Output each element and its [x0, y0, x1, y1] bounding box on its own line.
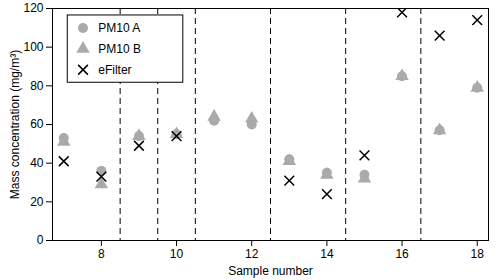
svg-text:16: 16: [395, 247, 409, 261]
svg-text:10: 10: [170, 247, 184, 261]
svg-text:40: 40: [30, 156, 44, 170]
svg-text:80: 80: [30, 79, 44, 93]
svg-text:eFilter: eFilter: [98, 63, 131, 77]
svg-text:120: 120: [23, 1, 43, 15]
svg-text:100: 100: [23, 40, 43, 54]
svg-text:12: 12: [245, 247, 259, 261]
svg-text:Mass concentration (mg/m³): Mass concentration (mg/m³): [8, 50, 22, 199]
svg-text:8: 8: [98, 247, 105, 261]
svg-text:PM10 A: PM10 A: [98, 21, 140, 35]
svg-text:14: 14: [320, 247, 334, 261]
svg-text:0: 0: [37, 233, 44, 247]
svg-text:60: 60: [30, 117, 44, 131]
svg-text:Sample number: Sample number: [228, 264, 313, 278]
svg-text:18: 18: [471, 247, 485, 261]
svg-text:20: 20: [30, 195, 44, 209]
svg-text:PM10 B: PM10 B: [98, 42, 141, 56]
